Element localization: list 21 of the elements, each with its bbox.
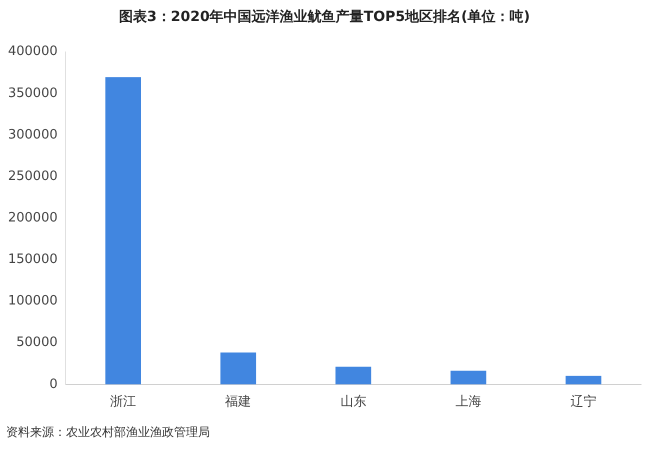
y-tick-label: 400000 — [8, 44, 58, 60]
bar — [450, 370, 486, 384]
x-tick-label: 山东 — [340, 394, 366, 410]
y-tick-label: 300000 — [8, 127, 58, 142]
y-tick-label: 150000 — [8, 252, 58, 268]
text: 资料来源：农业农村部渔业渔政管理局 — [6, 424, 210, 441]
x-tick-label: 福建 — [225, 394, 252, 410]
x-tick-label: 辽宁 — [570, 394, 596, 410]
bar — [105, 77, 141, 384]
x-tick-label: 上海 — [455, 394, 482, 410]
bar — [566, 376, 602, 384]
y-tick-label: 50000 — [16, 335, 58, 350]
bar — [220, 352, 256, 384]
y-tick-label: 100000 — [8, 294, 58, 309]
bar — [335, 366, 372, 384]
y-tick-label: 350000 — [8, 86, 58, 101]
y-tick-label: 250000 — [8, 168, 58, 184]
y-tick-label: 0 — [49, 376, 58, 392]
x-tick-label: 浙江 — [110, 394, 136, 410]
chart-title: 图表3：2020年中国远洋渔业鱿鱼产量TOP5地区排名(单位：吨) — [118, 8, 531, 26]
y-tick-label: 200000 — [8, 210, 58, 226]
